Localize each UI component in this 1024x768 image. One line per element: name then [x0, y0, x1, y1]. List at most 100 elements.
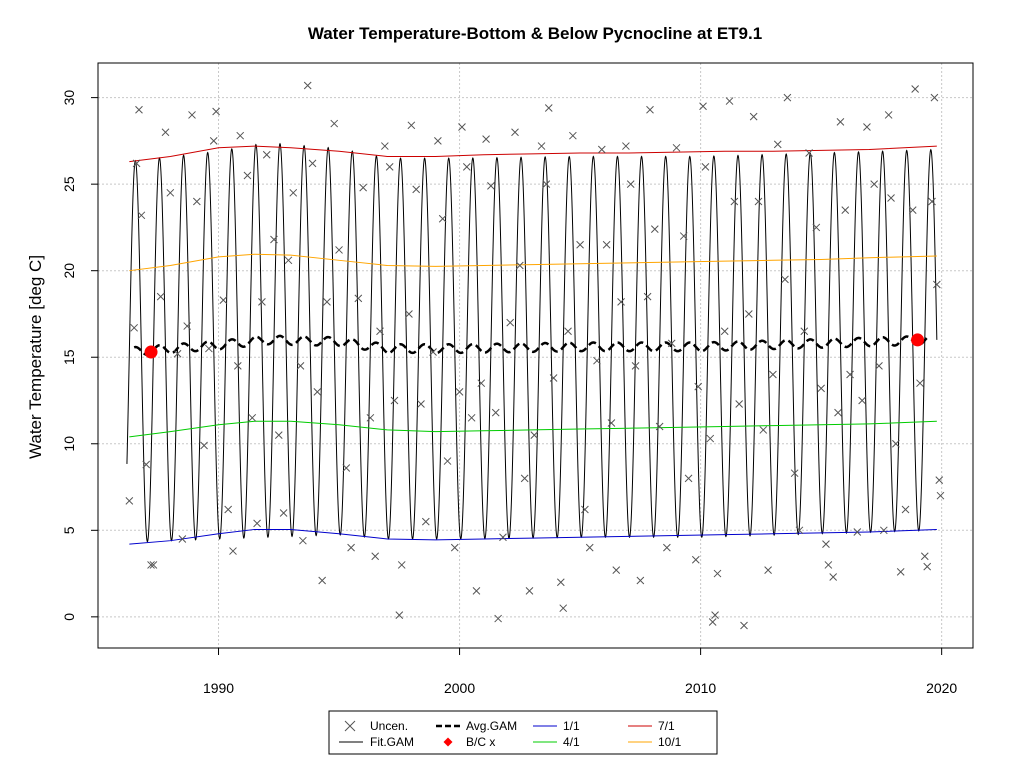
data-point — [646, 105, 654, 114]
data-point — [593, 356, 601, 365]
data-point — [887, 194, 895, 202]
data-point — [330, 119, 339, 128]
data-point — [342, 464, 351, 472]
data-point — [494, 614, 502, 623]
trend-line-1-1 — [129, 528, 937, 545]
data-point — [125, 497, 134, 505]
data-point — [928, 197, 936, 206]
legend-box — [328, 710, 718, 755]
legend-item-10-1: 10/1 — [628, 735, 682, 749]
data-point — [602, 240, 611, 249]
data-point — [166, 188, 175, 197]
data-point — [585, 543, 594, 552]
data-point — [631, 362, 640, 370]
data-point — [318, 576, 327, 585]
data-point — [655, 422, 664, 431]
data-point — [556, 578, 565, 587]
data-point — [438, 214, 447, 223]
data-point — [901, 505, 910, 514]
data-point — [137, 211, 146, 220]
data-point — [335, 246, 343, 254]
data-point — [916, 379, 924, 388]
y-tick-label: 25 — [61, 176, 77, 192]
data-point — [875, 362, 883, 370]
data-point — [617, 297, 625, 306]
x-tick-label: 2020 — [926, 680, 957, 696]
data-point — [279, 509, 288, 517]
data-point — [347, 543, 355, 552]
data-point — [200, 441, 208, 450]
data-point — [149, 561, 158, 569]
data-point — [923, 562, 932, 571]
data-point — [173, 349, 182, 358]
data-point — [421, 517, 430, 526]
data-point — [212, 107, 220, 116]
data-point — [219, 296, 228, 304]
data-point — [407, 121, 416, 130]
data-point — [537, 142, 546, 150]
data-point — [879, 526, 888, 535]
data-point — [597, 145, 606, 154]
data-point — [147, 561, 155, 569]
bc-dot — [144, 345, 158, 359]
data-point — [354, 294, 363, 303]
data-point — [308, 159, 317, 168]
legend-label-7-1: 7/1 — [658, 719, 675, 733]
data-point — [397, 561, 406, 569]
data-point — [884, 111, 893, 119]
data-point — [730, 197, 739, 206]
data-point — [405, 310, 413, 318]
data-point — [542, 180, 551, 189]
data-point — [920, 552, 929, 561]
data-point — [458, 123, 466, 131]
data-point — [270, 235, 278, 244]
data-point — [289, 188, 298, 197]
legend-label-avg-gam: Avg.GAM — [466, 719, 517, 733]
data-point — [323, 297, 331, 306]
data-point — [385, 162, 394, 171]
data-point — [713, 569, 722, 578]
data-point — [846, 370, 854, 379]
data-point — [443, 457, 452, 465]
trend-line-7-1 — [129, 145, 937, 163]
legend-item-bc-x: B/C x — [443, 735, 495, 749]
data-point — [376, 327, 384, 336]
data-point — [691, 555, 700, 564]
data-point — [795, 526, 804, 535]
data-point — [559, 604, 568, 613]
bc-dot — [911, 333, 925, 347]
data-point — [511, 128, 519, 137]
data-point — [455, 387, 464, 396]
data-point — [188, 111, 196, 119]
data-point — [679, 232, 688, 240]
data-point — [236, 131, 245, 140]
data-point — [371, 552, 380, 561]
data-point — [390, 396, 399, 405]
data-point — [161, 128, 170, 137]
data-point — [467, 413, 476, 422]
data-point — [434, 137, 442, 145]
data-point — [858, 396, 866, 405]
data-point — [233, 362, 242, 370]
data-point — [908, 206, 917, 214]
x-tick-label: 1990 — [203, 680, 234, 696]
data-point — [699, 102, 707, 111]
data-point — [805, 149, 813, 157]
data-point — [764, 566, 772, 574]
data-point — [735, 400, 744, 408]
data-point — [936, 491, 945, 500]
legend-item-7-1: 7/1 — [628, 719, 675, 733]
x-tick-label: 2010 — [685, 680, 716, 696]
data-point — [829, 573, 838, 581]
x-marker-icon — [344, 720, 356, 732]
data-point — [544, 104, 553, 112]
data-point — [520, 474, 529, 483]
data-point — [817, 384, 825, 393]
data-point — [183, 322, 192, 330]
data-point — [711, 611, 719, 619]
data-point — [643, 292, 652, 301]
data-point — [135, 105, 143, 114]
data-point — [477, 379, 486, 388]
